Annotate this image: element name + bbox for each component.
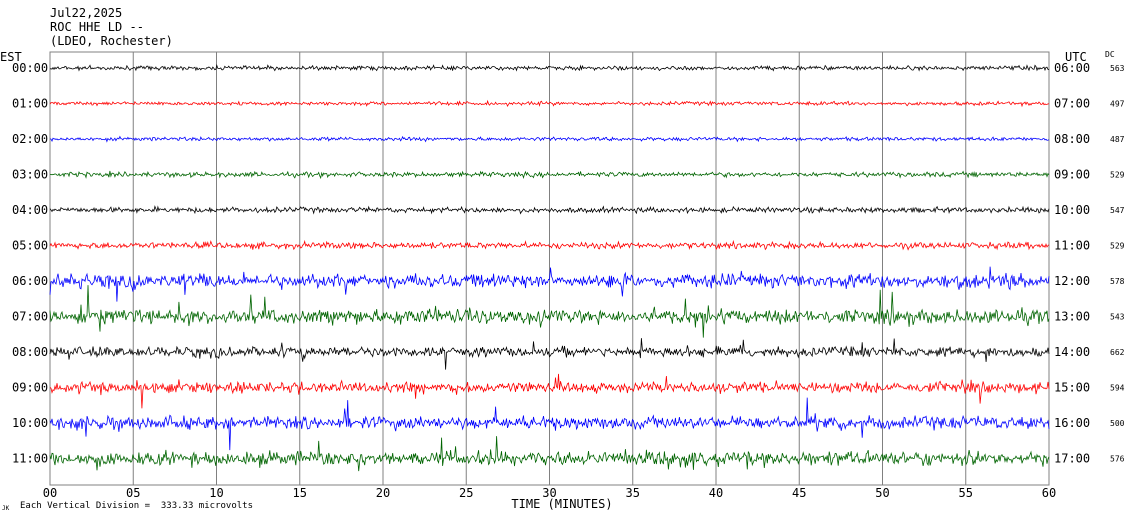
x-tick-label: 50	[875, 486, 889, 500]
trace-row-1000	[49, 397, 1050, 451]
axis-labels: 00 05 10 15 20 25 30 35 40 45 50 55 60 00:00 06:00 563 0…	[12, 61, 1125, 500]
x-axis-title: TIME (MINUTES)	[511, 497, 612, 511]
utc-hour-label: 15:00	[1054, 381, 1090, 395]
left-timezone-label: EST	[0, 50, 22, 64]
vertical-scale-note: Each Vertical Division = 333.33 microvol…	[20, 501, 253, 511]
trace-row-0900	[49, 373, 1050, 409]
est-hour-label: 07:00	[12, 310, 48, 324]
trace-row-0500	[49, 239, 1050, 251]
x-tick-label: 10	[209, 486, 223, 500]
x-tick-label: 55	[959, 486, 973, 500]
dc-column-header: DC	[1105, 50, 1115, 59]
x-tick-label: 45	[792, 486, 806, 500]
est-hour-label: 02:00	[12, 132, 48, 146]
x-tick-label: 60	[1042, 486, 1056, 500]
utc-hour-label: 14:00	[1054, 345, 1090, 359]
utc-hour-label: 07:00	[1054, 97, 1090, 111]
seismic-traces	[49, 64, 1050, 472]
est-hour-label: 00:00	[12, 61, 48, 75]
dc-offset-value: 547	[1110, 206, 1125, 215]
x-tick-label: 25	[459, 486, 473, 500]
trace-row-0100	[49, 99, 1050, 108]
dc-offset-value: 529	[1110, 242, 1125, 251]
utc-hour-label: 13:00	[1054, 310, 1090, 324]
est-hour-label: 08:00	[12, 345, 48, 359]
dc-offset-value: 563	[1110, 64, 1125, 73]
utc-hour-label: 09:00	[1054, 168, 1090, 182]
dc-offset-value: 500	[1110, 419, 1125, 428]
dc-offset-value: 662	[1110, 348, 1125, 357]
utc-hour-label: 17:00	[1054, 452, 1090, 466]
x-tick-label: 40	[709, 486, 723, 500]
trace-row-0600	[49, 266, 1050, 302]
trace-row-1100	[49, 436, 1050, 472]
minute-grid	[49, 51, 1050, 486]
x-tick-label: 20	[376, 486, 390, 500]
est-hour-label: 03:00	[12, 168, 48, 182]
trace-row-0000	[49, 64, 1050, 72]
header-date: Jul22,2025	[50, 6, 122, 20]
utc-hour-label: 10:00	[1054, 203, 1090, 217]
trace-row-0300	[49, 170, 1050, 180]
header-station: ROC HHE LD --	[50, 20, 144, 34]
x-tick-label: 00	[43, 486, 57, 500]
utc-hour-label: 06:00	[1054, 61, 1090, 75]
dc-offset-value: 529	[1110, 171, 1125, 180]
trace-row-0200	[49, 135, 1050, 143]
dc-offset-value: 543	[1110, 313, 1125, 322]
dc-offset-value: 594	[1110, 384, 1125, 393]
utc-hour-label: 16:00	[1054, 416, 1090, 430]
est-hour-label: 09:00	[12, 381, 48, 395]
trace-row-0800	[49, 338, 1050, 370]
dc-offset-value: 487	[1110, 135, 1125, 144]
utc-hour-label: 11:00	[1054, 239, 1090, 253]
x-tick-label: 15	[293, 486, 307, 500]
x-tick-label: 30	[542, 486, 556, 500]
est-hour-label: 11:00	[12, 452, 48, 466]
trace-row-0700	[49, 285, 1050, 338]
est-hour-label: 05:00	[12, 239, 48, 253]
x-tick-label: 05	[126, 486, 140, 500]
dc-offset-value: 497	[1110, 100, 1125, 109]
est-hour-label: 06:00	[12, 274, 48, 288]
corner-mark: JK	[2, 505, 10, 512]
trace-row-0400	[49, 205, 1050, 215]
utc-hour-label: 08:00	[1054, 132, 1090, 146]
est-hour-label: 10:00	[12, 416, 48, 430]
header-network: (LDEO, Rochester)	[50, 34, 173, 48]
x-tick-label: 35	[626, 486, 640, 500]
utc-hour-label: 12:00	[1054, 274, 1090, 288]
est-hour-label: 01:00	[12, 97, 48, 111]
dc-offset-value: 576	[1110, 455, 1125, 464]
est-hour-label: 04:00	[12, 203, 48, 217]
dc-offset-value: 578	[1110, 277, 1125, 286]
right-timezone-label: UTC	[1065, 50, 1087, 64]
